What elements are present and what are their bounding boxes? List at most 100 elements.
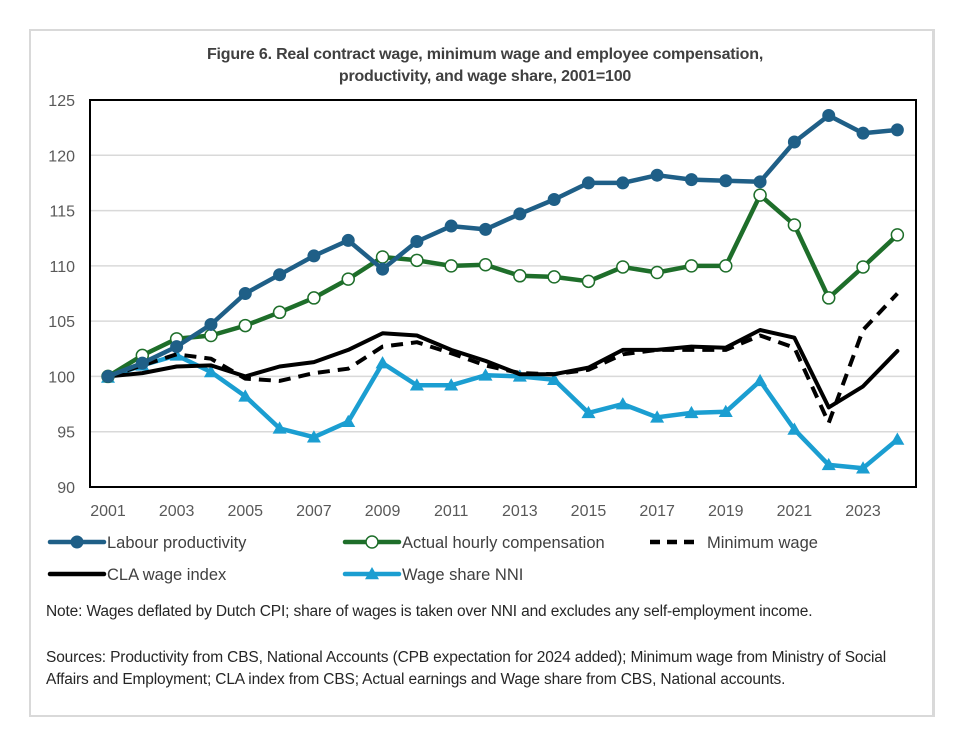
x-tick-label: 2005	[227, 503, 263, 520]
wage-share-nni-point	[238, 389, 253, 402]
y-tick-label: 100	[48, 369, 75, 386]
y-tick-label: 110	[49, 259, 75, 276]
actual-hourly-compensation-point	[616, 260, 630, 274]
actual-hourly-compensation-point	[684, 259, 699, 273]
wage-share-nni-point	[650, 410, 665, 423]
labour-productivity-point	[650, 168, 664, 182]
labour-productivity-point	[101, 369, 115, 383]
labour-productivity-point	[376, 262, 390, 276]
legend-label: Actual hourly compensation	[402, 534, 605, 552]
x-tick-label: 2011	[434, 503, 469, 520]
wage-share-nni-point	[615, 397, 630, 410]
wage-share-nni-point	[203, 365, 218, 378]
labour-productivity-point	[753, 175, 767, 189]
x-tick-label: 2023	[845, 503, 881, 520]
chart-title-line-2: productivity, and wage share, 2001=100	[338, 68, 632, 85]
wage-share-nni-line	[105, 353, 900, 471]
wage-share-nni-point	[821, 457, 836, 471]
actual-hourly-compensation-point	[341, 272, 355, 286]
labour-productivity-point	[547, 193, 561, 207]
chart-title: Figure 6. Real contract wage, minimum wa…	[0, 44, 970, 88]
legend-label: Minimum wage	[707, 534, 818, 552]
labour-productivity-point	[581, 176, 595, 190]
labour-productivity-point	[822, 108, 836, 122]
actual-hourly-compensation-point	[719, 259, 733, 273]
legend-label: Labour productivity	[107, 534, 247, 552]
labour-productivity-point	[719, 174, 733, 188]
legend-item-wage-share-nni: Wage share NNI	[342, 566, 523, 584]
legend-marker	[70, 535, 84, 549]
x-tick-label: 2013	[502, 503, 538, 520]
labour-productivity-point	[135, 356, 149, 370]
y-tick-label: 95	[57, 425, 75, 442]
labour-productivity-point	[170, 340, 184, 354]
minimum-wage-line	[107, 292, 899, 425]
labour-productivity-point	[307, 249, 321, 263]
wage-share-nni-point	[581, 405, 596, 419]
wage-share-nni-point	[547, 372, 562, 385]
actual-hourly-compensation-point	[753, 188, 767, 202]
actual-hourly-compensation-point	[307, 291, 321, 305]
y-tick-label: 125	[48, 93, 75, 110]
wage-share-nni-point	[478, 368, 493, 381]
labour-productivity-line	[105, 113, 900, 379]
legend-marker	[365, 535, 379, 549]
series-lines	[101, 108, 905, 474]
figure-frame	[29, 29, 935, 717]
plot-area-border	[89, 99, 917, 488]
x-tick-label: 2015	[571, 503, 607, 520]
labour-productivity-point	[341, 233, 355, 247]
wage-share-nni-point	[306, 430, 321, 443]
labour-productivity-point	[890, 123, 904, 137]
actual-hourly-compensation-point	[821, 291, 836, 305]
actual-hourly-compensation-point	[547, 270, 561, 284]
legend-item-minimum-wage: Minimum wage	[650, 534, 818, 552]
wage-share-nni-point	[890, 432, 905, 445]
x-axis-ticks: 2001 2003 2005 2007 2009 2011 2013 2015 2017 2019…	[90, 503, 881, 520]
y-tick-label: 105	[48, 314, 75, 331]
y-tick-label: 90	[57, 480, 75, 497]
labour-productivity-point	[787, 135, 801, 149]
x-tick-label: 2009	[365, 503, 401, 520]
actual-hourly-compensation-point	[204, 328, 218, 343]
labour-productivity-point	[273, 268, 287, 282]
labour-productivity-point	[238, 287, 252, 300]
legend-label: CLA wage index	[107, 566, 227, 584]
y-tick-label: 120	[48, 148, 75, 165]
labour-productivity-point	[204, 317, 218, 331]
actual-hourly-compensation-point	[856, 260, 870, 274]
wage-share-nni-point	[341, 414, 356, 428]
legend-item-cla-wage-index: CLA wage index	[47, 566, 227, 584]
labour-productivity-point	[479, 222, 493, 236]
chart-title-line-1: Figure 6. Real contract wage, minimum wa…	[206, 46, 764, 63]
series-cla-wage-index	[106, 328, 900, 410]
actual-hourly-compensation-point	[444, 259, 458, 273]
actual-hourly-compensation-point	[410, 253, 424, 268]
x-tick-label: 2003	[159, 503, 195, 520]
wage-share-nni-point	[684, 405, 699, 419]
legend-marker	[365, 567, 379, 580]
chart-note: Note: Wages deflated by Dutch CPI; share…	[46, 603, 813, 620]
actual-hourly-compensation-point	[272, 305, 287, 320]
y-axis-ticks: 90 95 100 105 110 115 120 125	[48, 93, 75, 497]
wage-share-nni-point	[169, 348, 184, 361]
actual-hourly-compensation-point	[650, 265, 664, 280]
labour-productivity-point	[410, 235, 424, 249]
y-tick-label: 115	[49, 204, 75, 221]
series-actual-hourly-compensation	[101, 188, 905, 384]
legend: Labour productivity Actual hourly compens…	[47, 534, 818, 584]
legend-item-actual-hourly-compensation: Actual hourly compensation	[342, 534, 605, 552]
labour-productivity-point	[684, 173, 698, 187]
x-tick-label: 2019	[708, 503, 744, 520]
labour-productivity-point	[444, 219, 458, 233]
actual-hourly-compensation-point	[478, 258, 493, 272]
x-tick-label: 2001	[90, 503, 126, 520]
chart-sources: Sources: Productivity from CBS, National…	[46, 649, 887, 688]
labour-productivity-point	[513, 207, 527, 221]
x-tick-label: 2007	[296, 503, 332, 520]
actual-hourly-compensation-point	[581, 274, 596, 289]
actual-hourly-compensation-point	[890, 228, 905, 242]
actual-hourly-compensation-point	[238, 318, 253, 333]
wage-share-nni-point	[375, 356, 390, 369]
